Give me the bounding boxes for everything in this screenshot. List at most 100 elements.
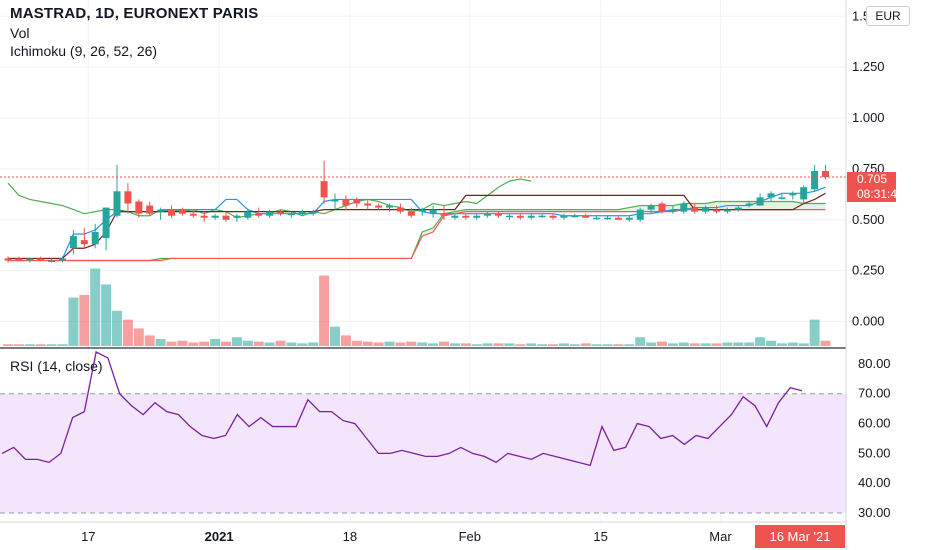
rsi-tick-label: 30.00 [858, 505, 891, 520]
volume-bar [515, 344, 526, 346]
volume-bar [373, 342, 384, 346]
volume-bar [406, 341, 417, 346]
volume-bar [57, 344, 68, 346]
candle-body [582, 215, 590, 218]
candle-body [669, 209, 677, 212]
candle-body [789, 193, 797, 196]
rsi-tick-label: 50.00 [858, 445, 891, 460]
volume-bar [199, 341, 210, 346]
volume-bar [580, 343, 591, 346]
symbol-title[interactable]: MASTRAD, 1D, EURONEXT PARIS [10, 5, 259, 22]
price-tick-label: 1.250 [852, 59, 885, 74]
volume-bar [657, 341, 667, 346]
volume-bar [449, 343, 460, 346]
candle-body [560, 215, 568, 218]
candle-body [691, 207, 699, 212]
candle-body [375, 205, 383, 208]
rsi-tick-label: 70.00 [858, 386, 891, 401]
volume-bar [820, 340, 831, 346]
candle-body [734, 207, 742, 210]
indicator-ichimoku-label[interactable]: Ichimoku (9, 26, 52, 26) [10, 43, 158, 59]
volume-bar [122, 319, 133, 346]
volume-bar [591, 344, 602, 346]
candle-body [189, 213, 197, 216]
volume-bar [68, 297, 79, 346]
candle-body [407, 211, 415, 216]
rsi-indicator-label[interactable]: RSI (14, close) [10, 358, 103, 374]
candle-body [484, 213, 492, 216]
candle-body [451, 215, 459, 218]
currency-button[interactable]: EUR [866, 6, 910, 26]
candle-body [462, 215, 470, 218]
last-price-tag: 0.705 08:31:47 [847, 172, 904, 202]
time-tick-label: Mar [709, 529, 732, 544]
volume-bar [602, 344, 613, 346]
volume-bar [340, 335, 351, 346]
candle-body [353, 199, 361, 204]
indicator-vol-label[interactable]: Vol [10, 25, 30, 41]
time-tick-label: Feb [459, 529, 481, 544]
volume-bar [253, 341, 264, 346]
volume-bar [362, 341, 373, 346]
time-tick-label: 18 [343, 529, 357, 544]
price-tick-label: 1.000 [852, 110, 885, 125]
candle-body [91, 232, 99, 245]
candle-body [59, 258, 66, 261]
candle-body [15, 258, 23, 261]
candle-body [549, 215, 557, 218]
candle-body [418, 209, 426, 212]
volume-bar [460, 343, 471, 346]
volume-bar [112, 310, 122, 346]
volume-bar [297, 343, 308, 346]
candle-body [48, 260, 56, 262]
volume-bar [689, 343, 700, 346]
candle-body [527, 215, 535, 218]
candle-body [713, 209, 720, 212]
volume-bar [13, 344, 24, 346]
candle-body [593, 217, 601, 220]
volume-bar [526, 343, 537, 346]
candle-body [800, 187, 808, 200]
ichimoku-kijun [8, 192, 826, 260]
candle-body [4, 258, 12, 261]
candle-body [767, 193, 775, 198]
volume-bar [395, 342, 406, 346]
candle-body [614, 217, 622, 220]
candle-body [364, 203, 372, 206]
candle-body [745, 203, 753, 206]
candle-body [178, 209, 186, 214]
volume-bar [722, 342, 733, 346]
candle-body [778, 197, 786, 199]
volume-bar [744, 342, 755, 346]
price-tick-label: 0.500 [852, 212, 885, 227]
candle-body [680, 203, 688, 212]
candle-body [124, 191, 132, 204]
volume-bar [221, 341, 231, 346]
volume-bar [700, 343, 711, 346]
candle-body [331, 199, 339, 202]
volume-bar [776, 343, 787, 346]
volume-bar [79, 294, 90, 346]
volume-bar [569, 344, 580, 346]
candle-body [647, 205, 655, 210]
volume-bar [101, 284, 112, 346]
candle-body [80, 240, 88, 245]
volume-bar [678, 342, 689, 346]
volume-bar [35, 344, 46, 346]
volume-bar [166, 341, 177, 346]
volume-bar [3, 344, 13, 346]
volume-bar [471, 344, 482, 346]
rsi-tick-label: 40.00 [858, 475, 891, 490]
candle-body [396, 207, 404, 212]
candle-body [625, 217, 633, 220]
time-tick-label: 15 [593, 529, 607, 544]
volume-bar [275, 340, 286, 346]
bar-countdown: 08:31:47 [857, 187, 904, 201]
volume-bar [798, 343, 809, 346]
candle-body [495, 213, 502, 216]
candle-body [473, 215, 481, 218]
candle-body [255, 213, 263, 216]
volume-bar [755, 337, 766, 346]
candle-body [113, 191, 121, 216]
